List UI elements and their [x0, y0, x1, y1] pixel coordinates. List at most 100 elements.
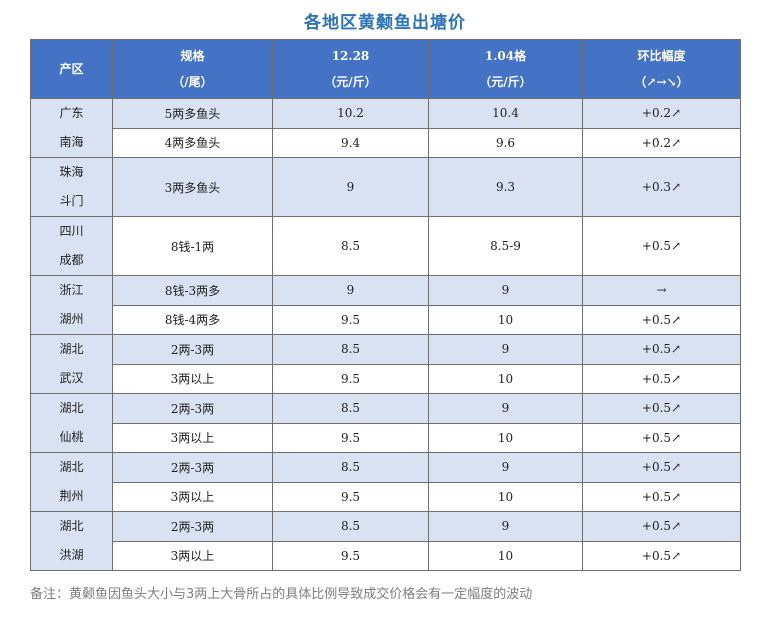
spec-cell: 8钱-1两 — [112, 216, 273, 276]
region-name-line1: 湖北 — [59, 460, 84, 474]
spec-cell: 3两以上 — [112, 481, 273, 512]
table-row: 浙江 湖州 8钱-3两多 9 9 → — [30, 275, 741, 335]
price-0104-cell: 10 — [428, 481, 583, 512]
region-cell: 湖北 荆州 — [30, 452, 113, 512]
price-1228-cell: 9.5 — [272, 304, 429, 335]
region-cell: 珠海 斗门 — [30, 157, 113, 217]
table-row: 4两多鱼头 9.4 9.6 +0.2↗ — [31, 127, 741, 158]
region-cell: 湖北 仙桃 — [30, 393, 113, 453]
table-row: 珠海 斗门 3两多鱼头 9 9.3 +0.3↗ — [30, 157, 741, 217]
spec-cell: 3两以上 — [112, 422, 273, 453]
spec-cell: 3两多鱼头 — [112, 157, 273, 217]
spec-cell: 3两以上 — [112, 540, 273, 571]
spec-cell: 3两以上 — [112, 363, 273, 394]
region-name-line1: 珠海 — [59, 165, 84, 179]
table-row: 四川 成都 8钱-1两 8.5 8.5-9 +0.5↗ — [30, 216, 741, 276]
change-cell: +0.2↗ — [582, 98, 741, 129]
price-0104-cell: 9.6 — [428, 127, 583, 158]
region-name-line2: 成都 — [59, 253, 84, 267]
spec-cell: 8钱-3两多 — [112, 275, 273, 306]
table-row: 8钱-4两多 9.5 10 +0.5↗ — [31, 304, 741, 335]
header-price-0104: 1.04格 （元/斤） — [428, 39, 583, 99]
price-0104-cell: 10 — [428, 540, 583, 571]
change-cell: +0.5↗ — [582, 334, 741, 365]
price-1228-cell: 9.5 — [272, 481, 429, 512]
region-cell: 湖北 武汉 — [30, 334, 113, 394]
table-body: 广东 南海 5两多鱼头 10.2 10.4 +0.2↗ 4两多鱼头 9.4 9.6 +0.2↗ 珠海… — [30, 98, 741, 571]
page-title: 各地区黄颡鱼出塘价 — [304, 13, 466, 33]
change-cell: +0.5↗ — [582, 422, 741, 453]
region-cell: 四川 成都 — [30, 216, 113, 276]
change-cell: +0.5↗ — [582, 363, 741, 394]
region-name-line1: 湖北 — [59, 342, 84, 356]
change-cell: +0.2↗ — [582, 127, 741, 158]
region-name-line2: 南海 — [59, 135, 84, 149]
price-1228-cell: 9.5 — [272, 540, 429, 571]
price-0104-cell: 8.5-9 — [428, 216, 583, 276]
price-table: 产区 规格 （/尾） 12.28 （元/斤） 1.04格 （元/斤） 环比幅度 （↗→↘… — [30, 39, 741, 571]
change-cell: +0.5↗ — [582, 393, 741, 424]
region-name-line2: 洪湖 — [59, 548, 84, 562]
change-cell: +0.5↗ — [582, 304, 741, 335]
price-0104-cell: 9 — [428, 393, 583, 424]
price-1228-cell: 9.5 — [272, 363, 429, 394]
spec-cell: 2两-3两 — [112, 452, 273, 483]
table-row: 3两以上 9.5 10 +0.5↗ — [31, 540, 741, 571]
price-1228-cell: 9.4 — [272, 127, 429, 158]
price-0104-cell: 9.3 — [428, 157, 583, 217]
region-name-line2: 荆州 — [59, 489, 84, 503]
header-region: 产区 — [30, 39, 113, 99]
change-cell: +0.5↗ — [582, 216, 741, 276]
price-0104-cell: 10 — [428, 422, 583, 453]
change-cell: +0.5↗ — [582, 540, 741, 571]
region-name-line2: 武汉 — [59, 371, 84, 385]
price-1228-cell: 8.5 — [272, 452, 429, 483]
spec-cell: 4两多鱼头 — [112, 127, 273, 158]
price-1228-cell: 8.5 — [272, 216, 429, 276]
header-change: 环比幅度 （↗→↘） — [582, 39, 741, 99]
table-row: 湖北 仙桃 2两-3两 8.5 9 +0.5↗ — [30, 393, 741, 453]
change-cell: +0.3↗ — [582, 157, 741, 217]
region-name-line2: 斗门 — [59, 194, 84, 208]
change-cell: +0.5↗ — [582, 511, 741, 542]
region-name-line1: 广东 — [59, 106, 84, 120]
region-cell: 湖北 洪湖 — [30, 511, 113, 571]
price-1228-cell: 10.2 — [272, 98, 429, 129]
table-row: 广东 南海 5两多鱼头 10.2 10.4 +0.2↗ — [30, 98, 741, 158]
change-cell: → — [582, 275, 741, 306]
table-row: 湖北 洪湖 2两-3两 8.5 9 +0.5↗ — [30, 511, 741, 571]
price-0104-cell: 10.4 — [428, 98, 583, 129]
price-1228-cell: 9.5 — [272, 422, 429, 453]
price-0104-cell: 9 — [428, 452, 583, 483]
region-cell: 广东 南海 — [30, 98, 113, 158]
price-0104-cell: 9 — [428, 275, 583, 306]
spec-cell: 8钱-4两多 — [112, 304, 273, 335]
region-name-line2: 仙桃 — [59, 430, 84, 444]
spec-cell: 2两-3两 — [112, 393, 273, 424]
region-name-line1: 湖北 — [59, 401, 84, 415]
price-1228-cell: 8.5 — [272, 334, 429, 365]
region-cell: 浙江 湖州 — [30, 275, 113, 335]
price-1228-cell: 8.5 — [272, 393, 429, 424]
region-name-line1: 湖北 — [59, 519, 84, 533]
header-spec: 规格 （/尾） — [112, 39, 273, 99]
price-1228-cell: 9 — [272, 275, 429, 306]
spec-cell: 5两多鱼头 — [112, 98, 273, 129]
table-row: 湖北 武汉 2两-3两 8.5 9 +0.5↗ — [30, 334, 741, 394]
change-cell: +0.5↗ — [582, 452, 741, 483]
table-row: 3两以上 9.5 10 +0.5↗ — [31, 481, 741, 512]
price-0104-cell: 10 — [428, 304, 583, 335]
table-row: 3两以上 9.5 10 +0.5↗ — [31, 363, 741, 394]
spec-cell: 2两-3两 — [112, 511, 273, 542]
price-1228-cell: 9 — [272, 157, 429, 217]
price-0104-cell: 10 — [428, 363, 583, 394]
price-1228-cell: 8.5 — [272, 511, 429, 542]
table-header-row: 产区 规格 （/尾） 12.28 （元/斤） 1.04格 （元/斤） 环比幅度 （↗→↘… — [30, 39, 741, 99]
change-cell: +0.5↗ — [582, 481, 741, 512]
table-row: 湖北 荆州 2两-3两 8.5 9 +0.5↗ — [30, 452, 741, 512]
footnote: 备注：黄颡鱼因鱼头大小与3两上大骨所占的具体比例导致成交价格会有一定幅度的波动 — [30, 587, 533, 602]
table-row: 3两以上 9.5 10 +0.5↗ — [31, 422, 741, 453]
spec-cell: 2两-3两 — [112, 334, 273, 365]
region-name-line1: 浙江 — [59, 283, 84, 297]
header-price-1228: 12.28 （元/斤） — [272, 39, 429, 99]
